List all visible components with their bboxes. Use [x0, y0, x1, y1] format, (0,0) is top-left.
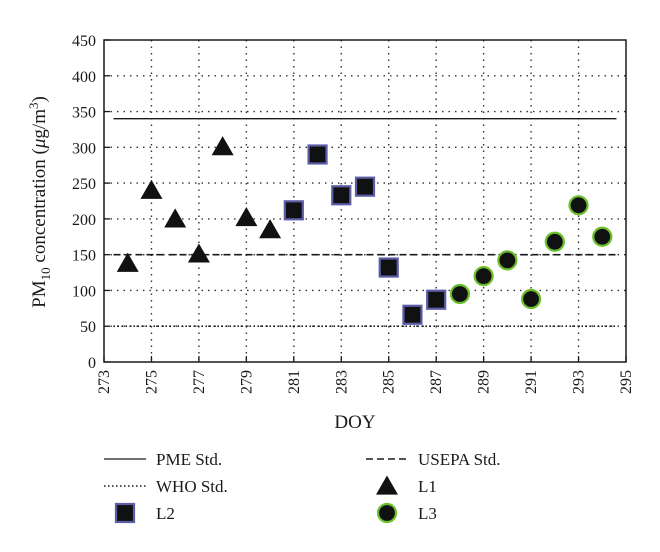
legend-item: L2 [114, 502, 175, 524]
y-tick-label: 0 [88, 355, 96, 372]
x-tick-label: 279 [238, 370, 255, 394]
x-tick-label: 291 [523, 370, 540, 394]
x-tick-label: 277 [191, 370, 208, 394]
triangle-marker [164, 208, 187, 228]
legend-label: PME Std. [156, 450, 222, 469]
circle-marker [568, 195, 589, 216]
y-label-suffix: ) [29, 96, 50, 102]
y-tick-label: 200 [72, 212, 96, 229]
x-tick-label: 273 [96, 370, 113, 394]
plot-frame [103, 39, 627, 363]
square-marker [402, 304, 423, 325]
legend-item: L1 [376, 475, 437, 496]
square-marker [283, 200, 304, 221]
triangle-marker [235, 206, 258, 227]
triangle-marker [211, 136, 234, 156]
triangle-marker [187, 243, 210, 263]
x-tick-label: 281 [286, 370, 303, 394]
square-marker [114, 502, 136, 524]
circle-marker [376, 502, 398, 524]
legend-label: L1 [418, 477, 437, 496]
circle-marker [544, 231, 565, 252]
triangle-marker [376, 475, 398, 495]
y-label-subscript: 10 [38, 267, 53, 280]
reference-lines [113, 118, 617, 328]
legend-label: L3 [418, 504, 437, 523]
y-label-prefix: PM [29, 280, 50, 308]
y-label-superscript: 3 [26, 103, 41, 110]
y-axis-label: PM10 concentration (μg/m3) [26, 96, 53, 308]
triangle-marker [140, 179, 163, 199]
y-tick-label: 50 [80, 319, 96, 336]
y-tick-label: 150 [72, 248, 96, 265]
legend-label: L2 [156, 504, 175, 523]
triangle-marker [116, 252, 139, 272]
y-tick-labels: 0 50 100 150 200 250 300 350 400 450 [72, 33, 96, 372]
circle-marker [520, 288, 542, 310]
x-tick-label: 293 [571, 370, 588, 394]
square-marker [331, 185, 352, 206]
x-tick-label: 289 [476, 370, 493, 394]
y-label-unit: g/m [29, 109, 50, 139]
y-tick-label: 300 [72, 140, 96, 157]
grid-lines [104, 40, 626, 362]
legend-item: L3 [376, 502, 437, 524]
y-tick-label: 400 [72, 69, 96, 86]
x-tick-label: 295 [618, 370, 635, 394]
circle-marker [473, 266, 494, 287]
y-label-mu: μ [29, 139, 50, 150]
circle-marker [497, 250, 518, 271]
legend: PME Std. USEPA Std. WHO Std. L1 L2 L3 [104, 450, 501, 524]
square-marker [426, 289, 447, 310]
legend-label: WHO Std. [156, 477, 228, 496]
legend-item: WHO Std. [104, 477, 228, 496]
y-tick-label: 100 [72, 283, 96, 300]
y-label-middle: concentration ( [29, 148, 50, 267]
triangle-marker [259, 219, 282, 239]
axis-ticks [103, 39, 627, 363]
x-tick-labels: 273 275 277 279 281 283 285 287 289 291 293 295 [96, 370, 635, 394]
x-tick-label: 283 [333, 370, 350, 394]
legend-item: USEPA Std. [366, 450, 501, 469]
x-tick-label: 287 [428, 370, 445, 394]
legend-label: USEPA Std. [418, 450, 501, 469]
legend-item: PME Std. [104, 450, 222, 469]
y-tick-label: 350 [72, 105, 96, 122]
square-marker [378, 257, 399, 278]
y-tick-label: 250 [72, 176, 96, 193]
x-tick-label: 285 [381, 370, 398, 394]
y-tick-label: 450 [72, 33, 96, 50]
square-marker [307, 144, 328, 165]
circle-marker [592, 226, 613, 247]
circle-marker [449, 283, 471, 305]
x-axis-label: DOY [334, 412, 375, 433]
x-tick-label: 275 [143, 370, 160, 394]
data-points [116, 136, 613, 325]
square-marker [354, 176, 376, 197]
